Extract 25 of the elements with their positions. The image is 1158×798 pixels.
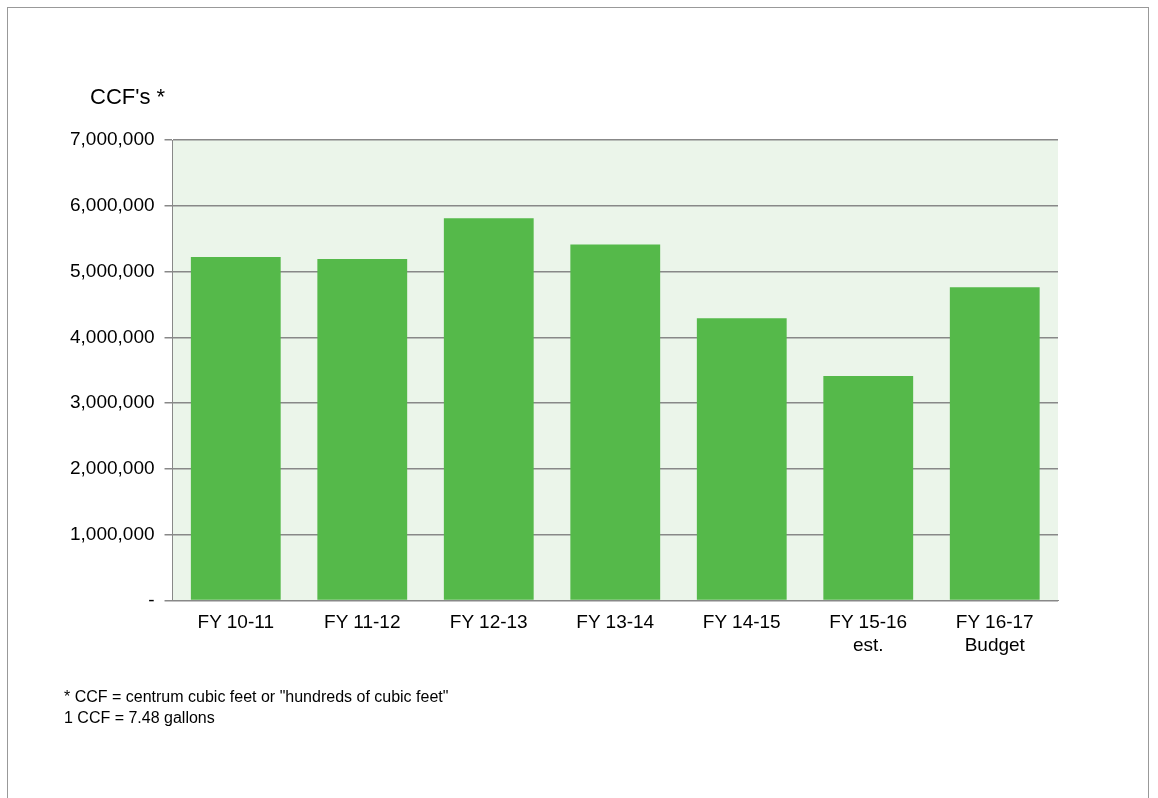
y-tick-label: 1,000,000 (69, 522, 155, 544)
bar (443, 218, 534, 600)
y-tick-label: 6,000,000 (69, 194, 155, 216)
x-tick-label: FY 11-12 (324, 611, 401, 633)
bar (570, 244, 661, 600)
y-tick-label: 5,000,000 (69, 259, 155, 281)
bar (949, 287, 1040, 600)
x-tick-label: FY 13-14 (576, 611, 655, 633)
bar (317, 259, 408, 600)
x-tick-label: FY 10-11 (197, 611, 274, 633)
y-tick-label: 3,000,000 (69, 391, 155, 413)
x-tick-label: FY 15-16 est. (829, 611, 908, 655)
x-tick-label: FY 12-13 (449, 611, 528, 633)
y-tick-label: - (148, 588, 155, 610)
bar (823, 376, 914, 600)
y-axis-title: CCF's * (90, 84, 166, 110)
y-tick-label: 7,000,000 (69, 128, 155, 150)
x-tick-label: FY 16-17 Budget (955, 611, 1034, 655)
text: * CCF = centrum cubic feet or "hundreds of cubic feet" (64, 687, 449, 707)
bar (190, 257, 281, 600)
y-tick-label: 4,000,000 (69, 325, 155, 347)
y-tick-label: 2,000,000 (69, 457, 155, 479)
text: 1 CCF = 7.48 gallons (64, 708, 216, 728)
bar (696, 318, 787, 600)
x-tick-label: FY 14-15 (702, 611, 781, 633)
